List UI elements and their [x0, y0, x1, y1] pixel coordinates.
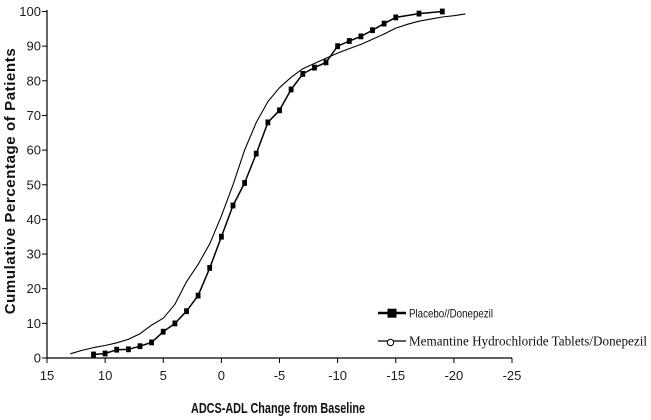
- y-tick-label: 30: [27, 247, 41, 262]
- x-tick-label: 5: [160, 368, 167, 383]
- data-point-square: [312, 64, 317, 71]
- legend-label-memantine: Memantine Hydrochloride Tablets/Donepezi…: [409, 334, 647, 349]
- data-point-square: [184, 308, 189, 315]
- legend-item-memantine: Memantine Hydrochloride Tablets/Donepezi…: [378, 334, 647, 349]
- data-point-square: [114, 346, 120, 353]
- data-point-square: [265, 119, 271, 126]
- data-point-square: [370, 27, 375, 34]
- data-point-square: [149, 339, 154, 346]
- data-point-square: [439, 8, 445, 15]
- legend-item-placebo: Placebo//Donepezil: [378, 307, 493, 321]
- data-point-square: [416, 10, 422, 17]
- y-tick-label: 70: [27, 108, 41, 123]
- y-tick-label: 50: [27, 177, 41, 192]
- y-tick-label: 40: [27, 212, 41, 227]
- open-circle-icon: [386, 338, 395, 347]
- y-axis-title: Cumulative Percentage of Patients: [2, 48, 19, 315]
- data-point-square: [277, 107, 282, 114]
- y-tick-label: 100: [19, 4, 41, 19]
- data-point-square: [300, 71, 306, 77]
- data-point-square: [335, 43, 340, 50]
- y-tick-label: 20: [27, 281, 41, 296]
- data-point-square: [242, 180, 247, 186]
- x-tick-label: -25: [503, 368, 522, 383]
- x-tick-label: -10: [328, 368, 347, 383]
- data-point-square: [346, 38, 352, 44]
- y-tick-label: 80: [27, 73, 41, 88]
- y-axis-ticks: 0 10 20 30 40 50 60 70 80 90 100: [19, 4, 47, 366]
- series-line-memantine: [70, 13, 466, 355]
- data-point-square: [91, 351, 96, 358]
- x-tick-label: -20: [444, 368, 463, 383]
- x-axis-ticks: 15 10 5 0 -5 -10 -15 -20 -25: [40, 358, 522, 383]
- y-tick-label: 90: [27, 39, 41, 54]
- data-point-square: [323, 59, 329, 66]
- data-point-square: [126, 346, 131, 353]
- data-point-square: [137, 343, 143, 350]
- data-point-square: [288, 86, 294, 93]
- data-point-square: [172, 320, 178, 327]
- x-tick-label: 0: [218, 368, 225, 383]
- series-layer: [70, 8, 466, 358]
- data-point-square: [195, 292, 201, 299]
- x-tick-label: -5: [274, 368, 286, 383]
- y-tick-label: 60: [27, 143, 41, 158]
- data-point-square: [253, 150, 259, 157]
- y-tick-label: 10: [27, 316, 41, 331]
- x-axis-title: ADCS-ADL Change from Baseline: [191, 400, 365, 417]
- data-point-square: [207, 265, 213, 271]
- data-point-square: [393, 14, 399, 21]
- x-tick-label: -15: [386, 368, 405, 383]
- x-tick-label: 10: [98, 368, 112, 383]
- data-point-square: [160, 328, 166, 335]
- legend: Placebo//Donepezil Memantine Hydrochlori…: [378, 307, 647, 349]
- filled-square-icon: [387, 308, 397, 318]
- legend-label-placebo: Placebo//Donepezil: [409, 307, 493, 321]
- series-line-placebo: [93, 10, 443, 356]
- data-point-square: [219, 233, 224, 240]
- data-point-square: [230, 202, 236, 209]
- data-point-square: [358, 33, 364, 40]
- data-point-square: [102, 350, 108, 357]
- data-point-square: [381, 20, 387, 27]
- y-tick-label: 0: [34, 351, 41, 366]
- x-tick-label: 15: [40, 368, 54, 383]
